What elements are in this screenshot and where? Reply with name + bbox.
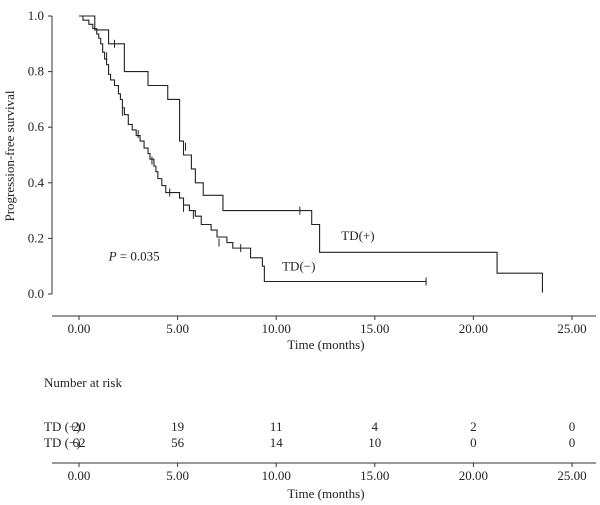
- risk-row-label: TD (+): [44, 419, 81, 434]
- risk-count: 19: [171, 419, 184, 434]
- y-tick-label: 0.0: [28, 286, 44, 301]
- x-tick-label: 10.00: [262, 321, 291, 336]
- number-at-risk-table: Number at risk TD (+)20 19 11 4 2 0TD (−)62 56…: [44, 375, 596, 501]
- x-tick-label: 20.00: [459, 321, 488, 336]
- risk-count: 2: [470, 419, 477, 434]
- y-axis-label: Progression-free survival: [2, 90, 17, 221]
- y-tick-label: 0.2: [28, 230, 44, 245]
- risk-count: 14: [270, 435, 284, 450]
- risk-count: 11: [270, 419, 283, 434]
- risk-count: 4: [372, 419, 379, 434]
- risk-x-tick-label: 0.00: [68, 468, 91, 483]
- x-axis-label: Time (months): [287, 337, 364, 352]
- y-tick-label: 0.4: [28, 175, 45, 190]
- risk-table-title: Number at risk: [44, 375, 122, 390]
- risk-x-tick-label: 10.00: [262, 468, 291, 483]
- td-positive-label: TD(+): [341, 228, 374, 243]
- p-value: = 0.035: [117, 249, 160, 264]
- risk-count: 62: [73, 435, 86, 450]
- x-axis: 0.00 5.00 10.00 15.00 20.00 25.00: [52, 315, 596, 336]
- risk-x-tick-label: 20.00: [459, 468, 488, 483]
- y-tick-label: 1.0: [28, 8, 44, 23]
- risk-table-x-axis: 0.00 5.00 10.00 15.00 20.00 25.00: [52, 462, 596, 483]
- x-tick-label: 15.00: [360, 321, 389, 336]
- risk-count: 0: [569, 435, 576, 450]
- survival-plot: 0.0 0.2 0.4 0.6 0.8 1.0 0.00 5.00 10.00 15.00 20.…: [2, 8, 596, 352]
- series-labels: TD(+) TD(−): [282, 228, 374, 274]
- risk-count: 56: [171, 435, 185, 450]
- risk-count: 10: [368, 435, 381, 450]
- risk-row-label: TD (−): [44, 435, 81, 450]
- td-positive-curve: [79, 15, 543, 293]
- risk-count: 0: [470, 435, 477, 450]
- risk-rows: TD (+)20 19 11 4 2 0TD (−)62 56 14 10 0 0: [44, 419, 575, 450]
- y-tick-label: 0.8: [28, 64, 44, 79]
- x-tick-label: 25.00: [557, 321, 586, 336]
- survival-curves: [79, 15, 543, 293]
- risk-x-tick-label: 5.00: [166, 468, 189, 483]
- y-axis: 0.0 0.2 0.4 0.6 0.8 1.0: [28, 8, 53, 301]
- p-value-annotation: P = 0.035: [108, 249, 160, 264]
- y-tick-label: 0.6: [28, 119, 45, 134]
- td-negative-curve: [79, 15, 427, 283]
- risk-x-tick-label: 15.00: [360, 468, 389, 483]
- p-symbol: P: [108, 249, 117, 264]
- risk-count: 0: [569, 419, 576, 434]
- td-negative-label: TD(−): [282, 258, 315, 273]
- risk-table-x-label: Time (months): [287, 486, 364, 501]
- risk-x-tick-label: 25.00: [557, 468, 586, 483]
- x-tick-label: 5.00: [166, 321, 189, 336]
- risk-count: 20: [73, 419, 86, 434]
- x-tick-label: 0.00: [68, 321, 91, 336]
